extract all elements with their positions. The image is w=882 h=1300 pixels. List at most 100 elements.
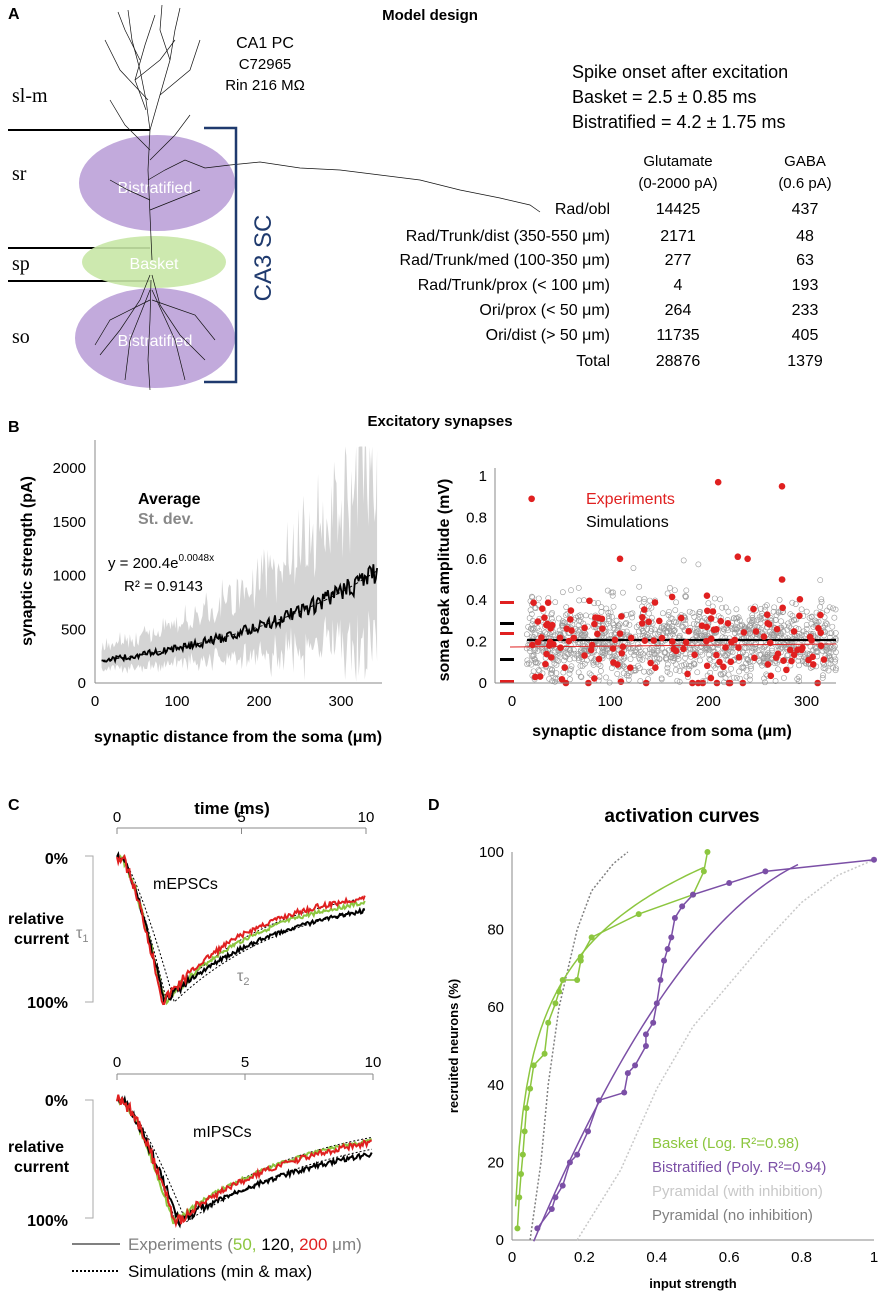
bistratified-point [671,914,678,921]
sim-point [818,598,825,605]
sim-point [525,624,532,630]
sim-point [627,611,634,617]
exp-point [528,641,536,649]
sim-point [725,608,732,615]
current-trace [116,1094,372,1228]
col-gaba-2: (0.6 pA) [778,175,831,192]
sim-point [826,604,833,611]
sim-point [747,630,753,637]
mipsc-label: mIPSCs [193,1124,252,1141]
exp-point [570,634,578,642]
panel-a-letter: A [8,6,20,23]
y-tick-label: 0.4 [466,592,487,609]
bistratified-point [642,1043,649,1049]
sim-point [636,644,643,650]
exp-point [722,644,729,651]
sim-point [669,615,676,622]
exp-point [760,633,768,641]
sim-point [672,661,679,668]
sim-point [682,661,689,668]
sim-point [772,678,779,684]
layer-sp: sp [12,253,30,275]
sim-point [548,615,555,622]
sim-point [562,612,569,619]
basket-point [516,1194,523,1201]
exp-point [566,616,574,623]
sim-point [637,652,644,659]
sim-point [803,608,810,615]
basket-point [552,1000,559,1007]
x-tick-label: 200 [246,693,271,710]
exp-point [716,658,723,666]
sim-point [560,618,566,625]
sim-point [775,608,782,615]
sim-point [561,619,568,626]
sim-point [678,662,685,669]
x-tick-label: 10 [365,1054,382,1071]
exp-point [727,658,735,666]
exp-point [543,650,550,658]
x-tick-label: 10 [358,809,375,826]
sim-point [603,621,610,627]
c-top-rel2: current [14,931,70,948]
sim-point [530,653,536,660]
basket-point [588,934,595,941]
sim-point [663,629,670,635]
y-tick-label: 0.8 [466,509,487,526]
sim-point [556,627,563,634]
sim-point [629,614,636,621]
sim-point [761,643,768,650]
exp-point [534,618,542,625]
exp-point [751,654,758,662]
sim-point [743,667,750,674]
current-trace [116,853,366,1006]
sim-point [610,620,616,627]
oval-bistratified-bottom [75,288,235,388]
exp-point [672,647,680,655]
exp-point [626,664,634,672]
sim-point [532,646,539,653]
bistratified-point [657,977,664,984]
sim-point [826,653,833,659]
sim-point [582,630,589,637]
exp-point [640,606,648,613]
sim-point [740,635,747,642]
sim-point [762,603,769,610]
basket-point [523,1105,530,1112]
sim-point [699,651,706,658]
sim-point [698,632,705,639]
sim-point [669,631,676,638]
panel-a: A Model design Bistratified Basket Bistr… [8,4,832,391]
sim-point [667,628,674,635]
sim-point [824,621,830,627]
exp-point [616,630,624,637]
sim-point [620,670,627,677]
sim-point [636,656,643,663]
sim-point [570,646,577,653]
sim-point [722,675,729,681]
exp-point [717,617,725,625]
sim-point [787,611,794,618]
sim-point [830,605,836,612]
oval-label-mid: Basket [130,256,179,273]
sim-point [706,655,713,662]
sim-point [724,652,731,658]
exp-point [641,637,649,644]
panel-d-title: activation curves [604,806,759,827]
legend-experiments: Experiments [586,491,675,508]
sim-point [637,678,644,684]
layer-sr: sr [12,163,27,185]
sim-point [705,600,712,607]
panel-d-letter: D [428,797,440,814]
bistratified-point [585,1128,592,1135]
bistratified-point [548,1205,555,1212]
legend-basket: Basket (Log. R²=0.98) [652,1135,799,1152]
y-tick-label: 500 [61,621,86,638]
sim-point [760,655,767,662]
pyramidal-curve [529,851,629,1241]
sim-point [568,663,575,670]
sim-point [604,587,611,594]
oval-label-top: Bistratified [118,180,193,197]
exp-point [714,478,722,486]
table-row-label: Ori/prox (< 50 μm) [479,302,610,319]
